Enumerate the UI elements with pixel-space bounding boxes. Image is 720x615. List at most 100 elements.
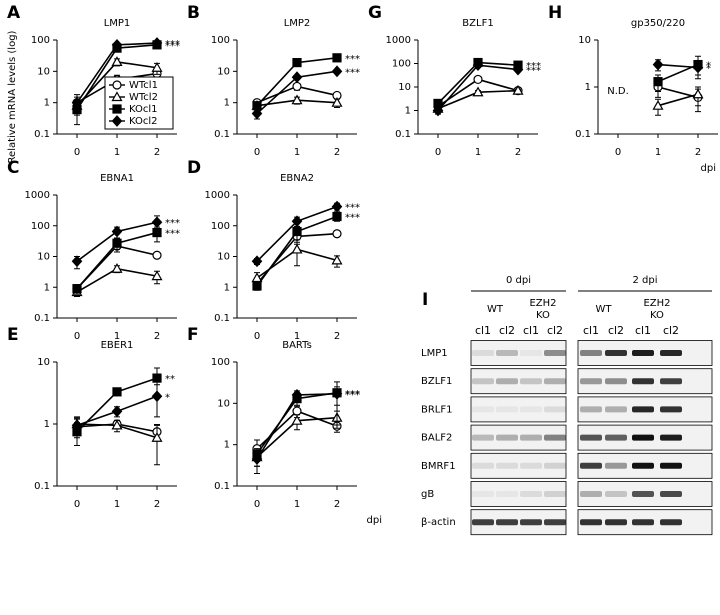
chart-title: BARTs bbox=[282, 340, 312, 351]
x-tick-label: 0 bbox=[254, 331, 260, 342]
group-label: KO bbox=[536, 310, 550, 321]
marker bbox=[472, 59, 484, 72]
marker bbox=[331, 200, 343, 213]
marker bbox=[251, 255, 263, 268]
marker bbox=[112, 238, 122, 248]
blot-strip bbox=[470, 481, 567, 507]
marker bbox=[151, 270, 163, 281]
band bbox=[605, 406, 627, 413]
band bbox=[472, 406, 494, 413]
y-tick-label: 0.1 bbox=[34, 481, 50, 492]
y-tick-label: 10 bbox=[578, 35, 591, 46]
lane-label: cl1 bbox=[523, 324, 539, 337]
panel-letter: D bbox=[187, 158, 201, 178]
panel-letter: A bbox=[7, 3, 21, 23]
x-tick-label: 0 bbox=[435, 147, 441, 158]
series-line bbox=[657, 93, 699, 107]
significance: *** bbox=[345, 389, 360, 400]
x-tick-label: 1 bbox=[294, 147, 300, 158]
x-tick-label: 2 bbox=[154, 331, 160, 342]
marker bbox=[111, 405, 123, 418]
chart-title: LMP2 bbox=[284, 18, 311, 29]
band bbox=[544, 406, 566, 413]
lane-label: cl2 bbox=[547, 324, 563, 337]
x-tick-label: 0 bbox=[74, 499, 80, 510]
lane-label: cl2 bbox=[608, 324, 624, 337]
significance: *** bbox=[526, 66, 541, 77]
legend-marker bbox=[112, 80, 122, 90]
marker bbox=[291, 94, 303, 105]
group-label: WT bbox=[596, 304, 613, 315]
band bbox=[632, 462, 654, 469]
x-tick-label: 1 bbox=[114, 499, 120, 510]
significance: *** bbox=[165, 41, 180, 52]
band bbox=[632, 378, 654, 385]
panel-letter: F bbox=[187, 325, 199, 345]
marker bbox=[512, 63, 524, 76]
band bbox=[472, 491, 494, 497]
x-tick-label: 0 bbox=[74, 331, 80, 342]
y-tick-label: 10 bbox=[217, 66, 230, 77]
band bbox=[660, 378, 682, 385]
marker bbox=[252, 281, 262, 291]
marker bbox=[331, 254, 343, 265]
marker bbox=[512, 84, 524, 95]
x-tick-label: 2 bbox=[515, 147, 521, 158]
marker bbox=[292, 81, 302, 92]
significance: * bbox=[706, 61, 711, 72]
band bbox=[632, 519, 654, 526]
marker bbox=[292, 406, 302, 416]
marker bbox=[692, 61, 704, 74]
marker bbox=[331, 96, 343, 107]
significance: *** bbox=[165, 229, 180, 240]
y-tick-label: 0.1 bbox=[214, 313, 230, 324]
band bbox=[605, 350, 627, 356]
band bbox=[632, 434, 654, 441]
band bbox=[472, 350, 494, 356]
marker bbox=[151, 390, 163, 403]
band bbox=[496, 434, 518, 441]
band bbox=[580, 491, 602, 497]
marker bbox=[152, 373, 162, 383]
marker bbox=[72, 284, 82, 294]
band bbox=[496, 491, 518, 497]
x-tick-label: 2 bbox=[154, 147, 160, 158]
row-label: BMRF1 bbox=[421, 461, 456, 472]
band bbox=[496, 378, 518, 385]
x-tick-label: 1 bbox=[655, 147, 661, 158]
significance: *** bbox=[345, 54, 360, 65]
chart-title: LMP1 bbox=[104, 18, 131, 29]
band bbox=[544, 350, 566, 356]
y-tick-label: 1 bbox=[224, 440, 230, 451]
marker bbox=[473, 74, 483, 85]
row-label: gB bbox=[421, 489, 434, 500]
x-axis-label: dpi bbox=[367, 515, 382, 526]
band bbox=[544, 462, 566, 469]
y-tick-label: 1 bbox=[224, 98, 230, 109]
significance: * bbox=[706, 63, 711, 74]
band bbox=[496, 462, 518, 469]
y-tick-label: 100 bbox=[31, 35, 50, 46]
series-line bbox=[657, 63, 699, 69]
marker bbox=[291, 388, 303, 401]
marker bbox=[331, 387, 343, 400]
marker bbox=[652, 58, 664, 71]
marker bbox=[292, 57, 302, 68]
y-tick-label: 10 bbox=[217, 252, 230, 263]
lane-label: cl1 bbox=[475, 324, 491, 337]
marker bbox=[151, 432, 163, 442]
band bbox=[660, 434, 682, 441]
band bbox=[496, 519, 518, 526]
band bbox=[632, 350, 654, 356]
significance: *** bbox=[345, 212, 360, 223]
lane-label: cl2 bbox=[663, 324, 679, 337]
chart-title: EBNA1 bbox=[100, 173, 134, 184]
lane-label: cl1 bbox=[583, 324, 599, 337]
panel-letter: G bbox=[368, 3, 382, 23]
marker bbox=[111, 225, 123, 238]
band bbox=[544, 434, 566, 441]
timepoint: 2 dpi bbox=[632, 275, 657, 286]
band bbox=[520, 519, 542, 526]
band bbox=[660, 350, 682, 356]
